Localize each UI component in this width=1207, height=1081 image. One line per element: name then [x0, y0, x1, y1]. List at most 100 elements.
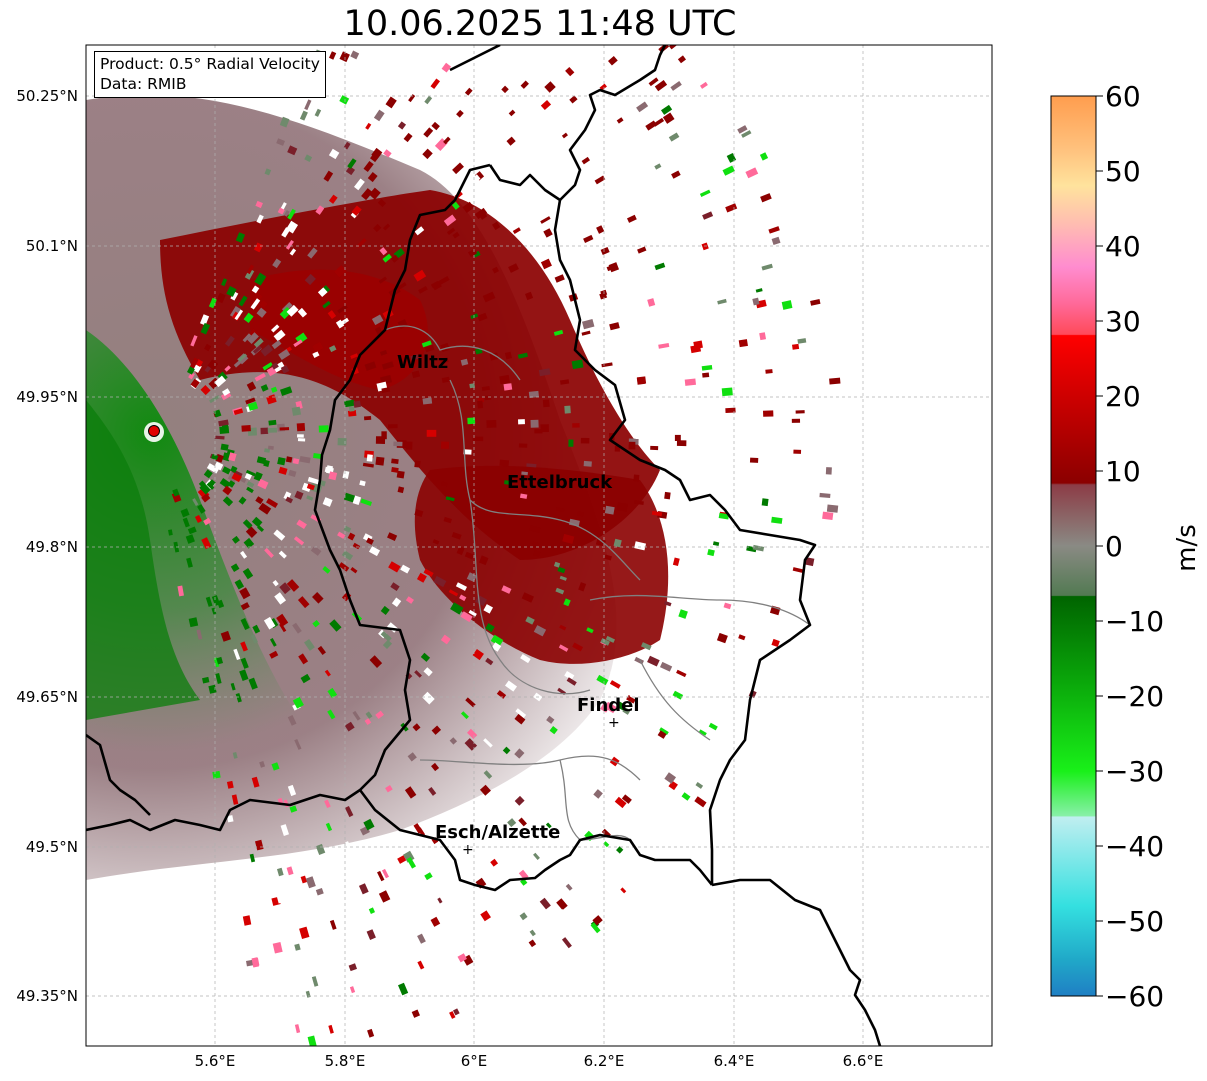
- velocity-pixel: [449, 737, 458, 745]
- velocity-pixel: [771, 638, 780, 648]
- velocity-pixel: [201, 537, 212, 550]
- velocity-pixel: [769, 182, 779, 192]
- velocity-pixel: [761, 498, 769, 507]
- colorbar-unit-label: m/s: [1172, 524, 1202, 572]
- velocity-pixel: [241, 424, 251, 432]
- velocity-pixel: [698, 729, 707, 736]
- velocity-pixel: [540, 216, 551, 224]
- velocity-pixel: [335, 319, 345, 329]
- velocity-pixel: [266, 498, 279, 509]
- velocity-pixel: [451, 201, 460, 210]
- velocity-pixel: [185, 534, 195, 544]
- velocity-pixel: [347, 158, 357, 169]
- velocity-pixel: [246, 486, 254, 494]
- velocity-pixel: [276, 138, 286, 146]
- velocity-pixel: [793, 449, 802, 454]
- velocity-pixel: [267, 445, 274, 450]
- velocity-pixel: [364, 416, 372, 421]
- velocity-pixel: [257, 478, 269, 490]
- velocity-pixel: [504, 680, 518, 692]
- velocity-pixel: [553, 561, 561, 568]
- velocity-pixel: [296, 519, 307, 529]
- velocity-pixel: [455, 582, 467, 591]
- velocity-pixel: [515, 708, 527, 718]
- velocity-pixel: [456, 109, 464, 118]
- velocity-pixel: [271, 324, 280, 333]
- velocity-pixel: [243, 537, 255, 549]
- lon-tick: 6.6°E: [843, 1052, 884, 1070]
- velocity-pixel: [231, 535, 240, 544]
- velocity-pixel: [222, 496, 234, 507]
- velocity-pixel: [254, 372, 266, 382]
- velocity-pixel: [279, 116, 290, 128]
- velocity-pixel: [168, 529, 173, 536]
- velocity-pixel: [431, 121, 440, 131]
- velocity-pixel: [240, 550, 248, 559]
- velocity-pixel: [310, 545, 322, 556]
- velocity-pixel: [572, 423, 580, 428]
- velocity-pixel: [352, 542, 361, 550]
- velocity-pixel: [277, 207, 285, 215]
- velocity-pixel: [250, 634, 258, 644]
- velocity-pixel: [366, 929, 376, 940]
- velocity-pixel: [347, 410, 357, 417]
- velocity-pixel: [628, 441, 636, 450]
- velocity-pixel: [222, 485, 233, 496]
- velocity-pixel: [555, 843, 567, 855]
- velocity-pixel: [554, 274, 565, 283]
- velocity-pixel: [664, 600, 672, 607]
- velocity-pixel: [440, 441, 450, 449]
- velocity-pixel: [244, 268, 255, 280]
- velocity-pixel: [549, 725, 558, 735]
- velocity-pixel: [445, 496, 455, 502]
- velocity-pixel: [414, 460, 421, 468]
- velocity-pixel: [251, 285, 260, 294]
- velocity-pixel: [177, 585, 184, 597]
- city-marker-findel: +: [608, 715, 620, 731]
- velocity-pixel: [414, 670, 422, 678]
- velocity-pixel: [423, 568, 434, 577]
- velocity-pixel: [723, 602, 732, 610]
- velocity-pixel: [413, 269, 427, 282]
- velocity-pixel: [315, 205, 325, 215]
- velocity-pixel: [288, 469, 297, 477]
- velocity-pixel: [270, 386, 278, 393]
- velocity-pixel: [397, 486, 405, 494]
- velocity-pixel: [345, 841, 352, 852]
- velocity-pixel: [726, 530, 735, 536]
- velocity-pixel: [604, 701, 617, 714]
- velocity-pixel: [382, 253, 392, 263]
- velocity-pixel: [341, 550, 354, 561]
- velocity-pixel: [328, 194, 338, 204]
- velocity-pixel: [483, 738, 493, 748]
- velocity-pixel: [414, 509, 424, 518]
- velocity-pixel: [577, 511, 584, 517]
- velocity-pixel: [251, 957, 260, 967]
- velocity-pixel: [755, 288, 763, 293]
- velocity-pixel: [590, 922, 601, 934]
- velocity-pixel: [463, 449, 472, 455]
- velocity-pixel: [339, 51, 350, 63]
- velocity-pixel: [264, 547, 274, 558]
- velocity-pixel: [286, 866, 294, 876]
- velocity-pixel: [363, 818, 375, 831]
- velocity-pixel: [291, 406, 302, 416]
- velocity-pixel: [759, 332, 767, 341]
- velocity-pixel: [269, 637, 277, 647]
- velocity-pixel: [230, 465, 238, 473]
- velocity-pixel: [721, 387, 733, 397]
- velocity-pixel: [601, 186, 610, 195]
- velocity-pixel: [707, 548, 715, 557]
- velocity-pixel: [629, 689, 639, 700]
- velocity-pixel: [452, 231, 460, 239]
- velocity-pixel: [456, 546, 465, 556]
- velocity-pixel: [666, 192, 678, 203]
- velocity-pixel: [274, 592, 287, 605]
- velocity-pixel: [502, 746, 511, 755]
- velocity-pixel: [598, 707, 605, 713]
- velocity-pixel: [396, 876, 405, 886]
- velocity-pixel: [680, 295, 687, 302]
- velocity-pixel: [240, 657, 249, 669]
- velocity-pixel: [485, 657, 494, 666]
- velocity-pixel: [525, 616, 535, 625]
